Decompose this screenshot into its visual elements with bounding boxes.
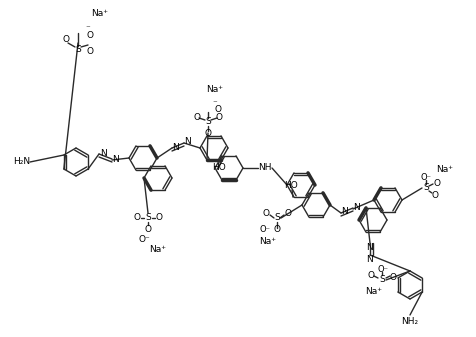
- Text: Na⁺: Na⁺: [91, 9, 108, 19]
- Text: N: N: [172, 143, 179, 152]
- Text: N: N: [353, 203, 360, 212]
- Text: O⁻: O⁻: [420, 174, 431, 183]
- Text: N: N: [100, 149, 107, 157]
- Text: Na⁺: Na⁺: [149, 245, 166, 253]
- Text: NH₂: NH₂: [401, 317, 417, 327]
- Text: O: O: [273, 224, 280, 234]
- Text: O⁻: O⁻: [377, 266, 387, 275]
- Text: H₂N: H₂N: [13, 157, 30, 166]
- Text: N: N: [366, 243, 373, 251]
- Text: N: N: [366, 254, 373, 264]
- Text: S: S: [274, 214, 279, 222]
- Text: O: O: [193, 114, 200, 123]
- Text: ⁻: ⁻: [86, 25, 90, 33]
- Text: Na⁺: Na⁺: [206, 86, 223, 94]
- Text: O: O: [86, 47, 93, 56]
- Text: N: N: [184, 137, 191, 147]
- Text: O: O: [144, 224, 151, 234]
- Text: NH: NH: [258, 163, 271, 173]
- Text: O: O: [133, 214, 140, 222]
- Text: O: O: [262, 210, 269, 218]
- Text: O: O: [155, 214, 162, 222]
- Text: O: O: [389, 273, 396, 281]
- Text: S: S: [422, 184, 428, 192]
- Text: N: N: [112, 155, 119, 164]
- Text: N: N: [341, 208, 347, 216]
- Text: Na⁺: Na⁺: [365, 287, 382, 297]
- Text: S: S: [145, 214, 150, 222]
- Text: ⁻: ⁻: [212, 99, 217, 109]
- Text: O: O: [215, 114, 222, 123]
- Text: O: O: [367, 272, 374, 280]
- Text: O: O: [284, 210, 291, 218]
- Text: HO: HO: [212, 163, 226, 173]
- Text: HO: HO: [284, 181, 297, 190]
- Text: O⁻: O⁻: [259, 225, 270, 235]
- Text: O: O: [433, 180, 439, 188]
- Text: O⁻: O⁻: [138, 235, 149, 244]
- Text: S: S: [205, 118, 210, 126]
- Text: Na⁺: Na⁺: [436, 165, 453, 175]
- Text: Na⁺: Na⁺: [259, 238, 276, 246]
- Text: O: O: [86, 31, 93, 40]
- Text: S: S: [378, 276, 384, 284]
- Text: S: S: [75, 45, 81, 55]
- Text: O: O: [204, 128, 211, 137]
- Text: O: O: [431, 190, 437, 200]
- Text: O: O: [214, 105, 221, 115]
- Text: O: O: [62, 35, 69, 44]
